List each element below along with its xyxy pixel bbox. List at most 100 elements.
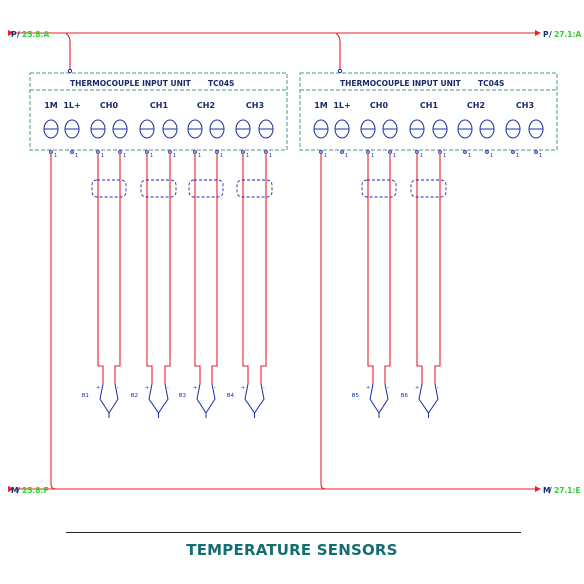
p-left-arrow — [8, 30, 14, 36]
m-left-letter: M — [11, 486, 18, 495]
junction-left — [194, 356, 201, 384]
polarity-minus: - — [263, 385, 265, 391]
terminal-node — [70, 150, 74, 154]
terminal-node — [415, 150, 419, 154]
polarity-plus: + — [193, 385, 197, 391]
junction-right — [114, 356, 121, 384]
sensor-b1: + - B1 — [82, 154, 127, 418]
junction-right — [434, 356, 441, 384]
terminal-node — [264, 150, 268, 154]
sensor-b4: + - B4 — [227, 154, 273, 418]
terminal-index: 1 — [539, 153, 542, 159]
sensor-b6: + - B6 — [401, 154, 447, 418]
junction-left — [416, 356, 423, 384]
thermocouple-icon — [196, 383, 216, 414]
p-right-slash: / — [549, 30, 552, 39]
terminal-index: 1 — [246, 153, 249, 159]
polarity-plus: + — [366, 385, 370, 391]
terminal-node — [319, 150, 323, 154]
sensor-b3: + - B3 — [179, 154, 224, 418]
polarity-minus: - — [214, 385, 216, 391]
polarity-plus: + — [241, 385, 245, 391]
cable-shield-icon — [140, 179, 177, 198]
unit-name: THERMOCOUPLE INPUT UNIT — [340, 79, 462, 88]
terminal-index: 1 — [198, 153, 201, 159]
m-left-ref: 25.8:F — [22, 486, 49, 495]
junction-left — [146, 356, 153, 384]
junction-right — [260, 356, 267, 384]
unit-box — [299, 72, 558, 151]
terminal-index: 1 — [490, 153, 493, 159]
terminal-index: 1 — [468, 153, 471, 159]
unit-model: TC04S — [208, 79, 234, 88]
unit-2: THERMOCOUPLE INPUT UNIT TC04S 1M 1L+ CH0 CH1 C… — [299, 68, 558, 418]
m-left-slash: / — [17, 486, 20, 495]
sensor-label: B6 — [401, 393, 409, 399]
terminal-label-ch1: CH1 — [420, 101, 439, 110]
sensor-label: B1 — [82, 393, 89, 399]
terminal-node — [463, 150, 467, 154]
thermocouple-icon — [99, 383, 119, 414]
p-tap-1 — [65, 32, 71, 70]
polarity-minus: - — [387, 385, 389, 391]
terminal-node — [49, 150, 53, 154]
m-right-ref: 27.1:E — [554, 486, 581, 495]
m-drop-1 — [50, 154, 57, 490]
terminal-label-ch2: CH2 — [197, 101, 215, 110]
polarity-minus: - — [167, 385, 169, 391]
terminal-index: 1 — [393, 153, 396, 159]
terminal-label-ch1: CH1 — [150, 101, 169, 110]
m-right-slash: / — [549, 486, 552, 495]
terminal-node — [193, 150, 197, 154]
terminal-index: 1 — [220, 153, 223, 159]
p-right-arrow — [535, 30, 541, 36]
thermocouple-icon — [244, 383, 265, 414]
terminal-label-ch0: CH0 — [100, 101, 119, 110]
terminal-label-ch3: CH3 — [246, 101, 264, 110]
terminal-node — [388, 150, 392, 154]
sensor-b2: + - B2 — [131, 154, 177, 418]
m-right-arrow — [535, 486, 541, 492]
terminal-index: 1 — [173, 153, 176, 159]
terminal-node — [145, 150, 149, 154]
p-tap-2 — [335, 32, 341, 70]
thermocouple-icon — [148, 383, 169, 414]
terminal-index: 1 — [123, 153, 126, 159]
terminal-node — [438, 150, 442, 154]
unit-name: THERMOCOUPLE INPUT UNIT — [70, 79, 192, 88]
m-right-letter: M — [543, 486, 550, 495]
unit-box — [29, 72, 288, 151]
p-left-slash: / — [17, 30, 20, 39]
title-rule — [66, 532, 521, 533]
m-drop-2 — [320, 154, 327, 490]
cable-shield-icon — [91, 179, 127, 198]
thermocouple-icon — [369, 383, 389, 414]
tap-node — [67, 68, 73, 74]
terminal-node — [340, 150, 344, 154]
terminal-node — [118, 150, 122, 154]
junction-right — [211, 356, 218, 384]
terminal-node — [511, 150, 515, 154]
terminal-index: 1 — [516, 153, 519, 159]
polarity-plus: + — [96, 385, 100, 391]
terminal-index: 1 — [150, 153, 153, 159]
p-left-letter: P — [11, 30, 17, 39]
terminal-label-1lplus: 1L+ — [63, 101, 80, 110]
terminal-index: 1 — [345, 153, 348, 159]
sensor-label: B5 — [352, 393, 360, 399]
terminal-node — [96, 150, 100, 154]
terminal-label-ch0: CH0 — [370, 101, 389, 110]
terminal-index: 1 — [443, 153, 446, 159]
cable-shield-icon — [410, 179, 447, 198]
cable-shield-icon — [188, 179, 224, 198]
sensor-label: B2 — [131, 393, 138, 399]
terminal-node — [366, 150, 370, 154]
terminal-node — [485, 150, 489, 154]
junction-right — [164, 356, 171, 384]
m-left-arrow — [8, 486, 14, 492]
sensor-b5: + - B5 — [352, 154, 397, 418]
junction-right — [384, 356, 391, 384]
terminal-index: 1 — [75, 153, 78, 159]
terminal-node — [534, 150, 538, 154]
